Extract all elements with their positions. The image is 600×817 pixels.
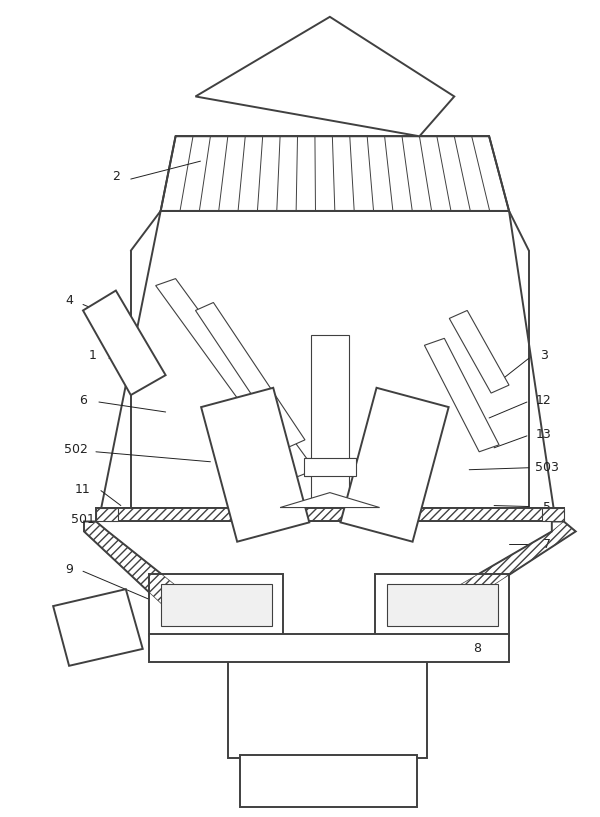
Polygon shape — [196, 17, 454, 136]
Polygon shape — [84, 521, 215, 637]
Text: 3: 3 — [540, 349, 548, 362]
Polygon shape — [96, 507, 118, 521]
Text: 6: 6 — [79, 394, 87, 407]
Polygon shape — [83, 291, 166, 395]
Text: 13: 13 — [536, 428, 552, 441]
Text: 1: 1 — [89, 349, 97, 362]
Polygon shape — [424, 338, 499, 452]
Text: 8: 8 — [473, 642, 481, 655]
Polygon shape — [542, 507, 564, 521]
Polygon shape — [280, 493, 380, 507]
Text: 501: 501 — [71, 513, 95, 526]
Text: 7: 7 — [543, 538, 551, 551]
Text: 12: 12 — [536, 394, 552, 407]
Text: 5: 5 — [543, 501, 551, 514]
Bar — [240, 756, 418, 807]
Polygon shape — [53, 589, 143, 666]
Bar — [96, 507, 564, 521]
Text: 502: 502 — [64, 444, 88, 457]
Bar — [311, 335, 349, 507]
Polygon shape — [161, 136, 509, 211]
Bar — [229, 659, 427, 758]
Bar — [304, 458, 356, 475]
Bar — [161, 584, 272, 626]
Bar — [149, 634, 509, 662]
Polygon shape — [155, 279, 315, 478]
Text: 11: 11 — [75, 483, 91, 496]
Bar — [374, 574, 509, 636]
Text: 4: 4 — [65, 294, 73, 307]
Polygon shape — [201, 388, 309, 542]
Polygon shape — [340, 388, 449, 542]
Polygon shape — [449, 310, 509, 393]
Polygon shape — [196, 302, 305, 448]
Bar — [149, 574, 283, 636]
Polygon shape — [404, 521, 576, 637]
Text: 503: 503 — [535, 462, 559, 474]
Text: 2: 2 — [112, 170, 120, 182]
Bar — [386, 584, 498, 626]
Text: 9: 9 — [65, 563, 73, 576]
